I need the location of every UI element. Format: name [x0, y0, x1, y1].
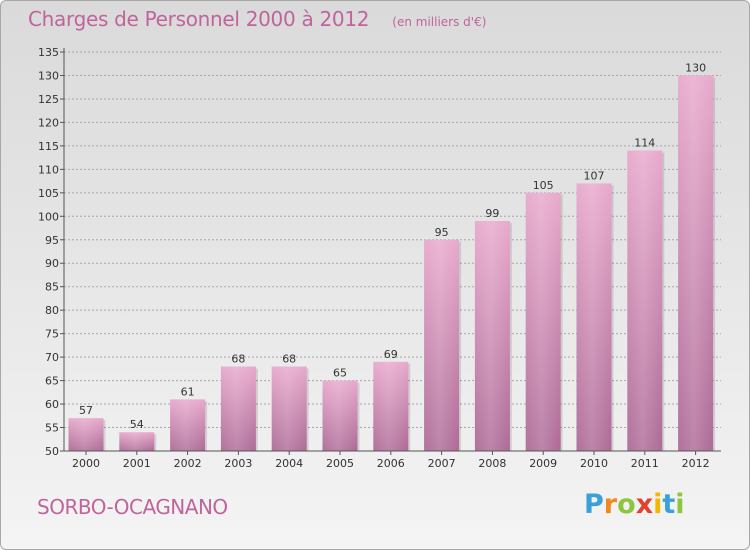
- logo-letter: o: [617, 489, 636, 520]
- x-tick-label: 2006: [377, 457, 405, 470]
- data-label: 61: [181, 385, 195, 398]
- bar-highlight: [627, 150, 663, 451]
- bar-highlight: [271, 366, 307, 451]
- x-tick-label: 2001: [123, 457, 151, 470]
- data-label: 105: [533, 179, 554, 192]
- x-tick-label: 2011: [631, 457, 659, 470]
- y-tick-label: 90: [45, 257, 59, 270]
- y-tick-label: 70: [45, 351, 59, 364]
- chart-title: Charges de Personnel 2000 à 2012: [28, 7, 370, 31]
- y-tick-label: 135: [38, 46, 59, 59]
- data-label: 107: [584, 169, 605, 182]
- data-label: 114: [634, 137, 655, 150]
- x-tick-label: 2007: [428, 457, 456, 470]
- proxiti-logo: Proxiti: [584, 489, 685, 520]
- y-tick-label: 100: [38, 210, 59, 223]
- logo-letter: t: [662, 489, 676, 520]
- bar-highlight: [220, 366, 256, 451]
- x-tick-label: 2002: [174, 457, 202, 470]
- logo-letter: i: [653, 489, 663, 520]
- y-tick-label: 130: [38, 69, 59, 82]
- y-tick-label: 115: [38, 140, 59, 153]
- bar-highlight: [525, 192, 561, 451]
- data-label: 95: [435, 226, 449, 239]
- x-tick-label: 2004: [275, 457, 303, 470]
- data-label: 65: [333, 367, 347, 380]
- data-label: 57: [79, 404, 93, 417]
- logo-letter: i: [675, 489, 685, 520]
- y-tick-label: 110: [38, 163, 59, 176]
- y-tick-label: 125: [38, 93, 59, 106]
- logo-letter: x: [635, 489, 654, 520]
- y-tick-label: 75: [45, 328, 59, 341]
- x-tick-label: 2000: [72, 457, 100, 470]
- x-tick-label: 2009: [529, 457, 557, 470]
- x-tick-label: 2003: [224, 457, 252, 470]
- x-tick-label: 2005: [326, 457, 354, 470]
- data-label: 54: [130, 418, 144, 431]
- bar-highlight: [373, 361, 409, 451]
- y-tick-label: 65: [45, 375, 59, 388]
- bar-highlight: [322, 380, 358, 451]
- bar-highlight: [119, 432, 155, 451]
- logo-letter: P: [584, 489, 604, 520]
- data-label: 69: [384, 348, 398, 361]
- y-tick-label: 105: [38, 187, 59, 200]
- chart-subtitle: (en milliers d'€): [392, 15, 487, 29]
- bar-highlight: [678, 75, 714, 452]
- y-tick-label: 120: [38, 116, 59, 129]
- data-label: 99: [485, 207, 499, 220]
- data-label: 68: [231, 353, 245, 366]
- bar-highlight: [474, 220, 510, 451]
- y-tick-label: 85: [45, 281, 59, 294]
- y-tick-label: 50: [45, 445, 59, 458]
- x-tick-label: 2008: [478, 457, 506, 470]
- y-tick-label: 95: [45, 234, 59, 247]
- data-label: 68: [282, 353, 296, 366]
- y-tick-label: 80: [45, 304, 59, 317]
- y-tick-label: 55: [45, 422, 59, 435]
- bar-highlight: [576, 183, 612, 451]
- commune-name: SORBO-OCAGNANO: [37, 495, 228, 519]
- x-tick-label: 2010: [580, 457, 608, 470]
- y-tick-label: 60: [45, 398, 59, 411]
- bar-highlight: [170, 399, 206, 451]
- bar-highlight: [68, 418, 104, 451]
- logo-letter: r: [603, 489, 618, 520]
- bar-highlight: [424, 239, 460, 451]
- title-row: Charges de Personnel 2000 à 2012 (en mil…: [28, 7, 486, 31]
- x-tick-label: 2012: [682, 457, 710, 470]
- data-label: 130: [685, 61, 706, 74]
